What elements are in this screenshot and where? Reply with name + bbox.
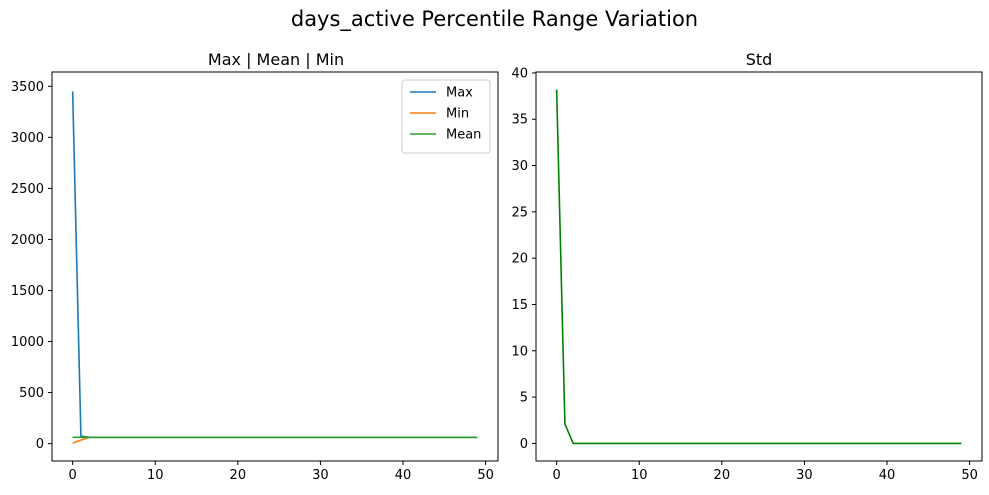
left-legend: Max Min Mean	[401, 79, 491, 154]
left-xtick-label: 30	[312, 468, 329, 483]
left-subplot-title: Max | Mean | Min	[208, 50, 344, 69]
legend-label-max: Max	[446, 86, 473, 101]
right-ytick-label: 5	[520, 391, 528, 406]
left-series-line-min	[72, 436, 478, 444]
right-ytick-label: 40	[511, 66, 528, 81]
left-xtick-label: 40	[395, 468, 412, 483]
left-ytick-label: 500	[19, 386, 44, 401]
right-subplot: Std 0 10 20 30 40 50 0 5 10 15 20 25 30 35 40	[511, 50, 983, 483]
legend-label-mean: Mean	[446, 128, 481, 143]
right-ytick-label: 35	[511, 113, 528, 128]
left-xtick-label: 50	[477, 468, 494, 483]
right-xtick-label: 10	[631, 468, 648, 483]
right-ticks: 0 10 20 30 40 50 0 5 10 15 20 25 30 35 40	[511, 66, 977, 483]
right-series-line-std	[555, 89, 962, 445]
legend-label-min: Min	[446, 107, 469, 122]
right-xtick-label: 30	[796, 468, 813, 483]
left-ytick-label: 1500	[11, 284, 44, 299]
left-series	[71, 91, 478, 444]
left-ytick-label: 2000	[11, 233, 44, 248]
right-ytick-label: 25	[511, 205, 528, 220]
right-xtick-label: 20	[714, 468, 731, 483]
right-ytick-label: 0	[520, 437, 528, 452]
right-ytick-label: 15	[511, 298, 528, 313]
right-xtick-label: 40	[879, 468, 896, 483]
left-xtick-label: 20	[230, 468, 247, 483]
right-ytick-label: 30	[511, 159, 528, 174]
left-xtick-label: 0	[69, 468, 77, 483]
right-ytick-label: 20	[511, 252, 528, 267]
left-xtick-label: 10	[147, 468, 164, 483]
right-ytick-label: 10	[511, 344, 528, 359]
left-subplot: Max | Mean | Min 0 10 20 30 40 50050010001500…	[11, 50, 499, 483]
right-plot-frame	[535, 71, 983, 462]
left-ytick-label: 1000	[11, 335, 44, 350]
left-ytick-label: 3500	[11, 80, 44, 95]
left-plot-frame	[51, 71, 499, 462]
left-ytick-label: 3000	[11, 131, 44, 146]
figure-title: days_active Percentile Range Variation	[291, 7, 698, 32]
left-ytick-label: 2500	[11, 182, 44, 197]
left-ytick-label: 0	[36, 437, 44, 452]
right-subplot-title: Std	[746, 50, 773, 69]
right-xtick-label: 0	[553, 468, 561, 483]
right-series	[555, 89, 962, 445]
right-xtick-label: 50	[961, 468, 978, 483]
